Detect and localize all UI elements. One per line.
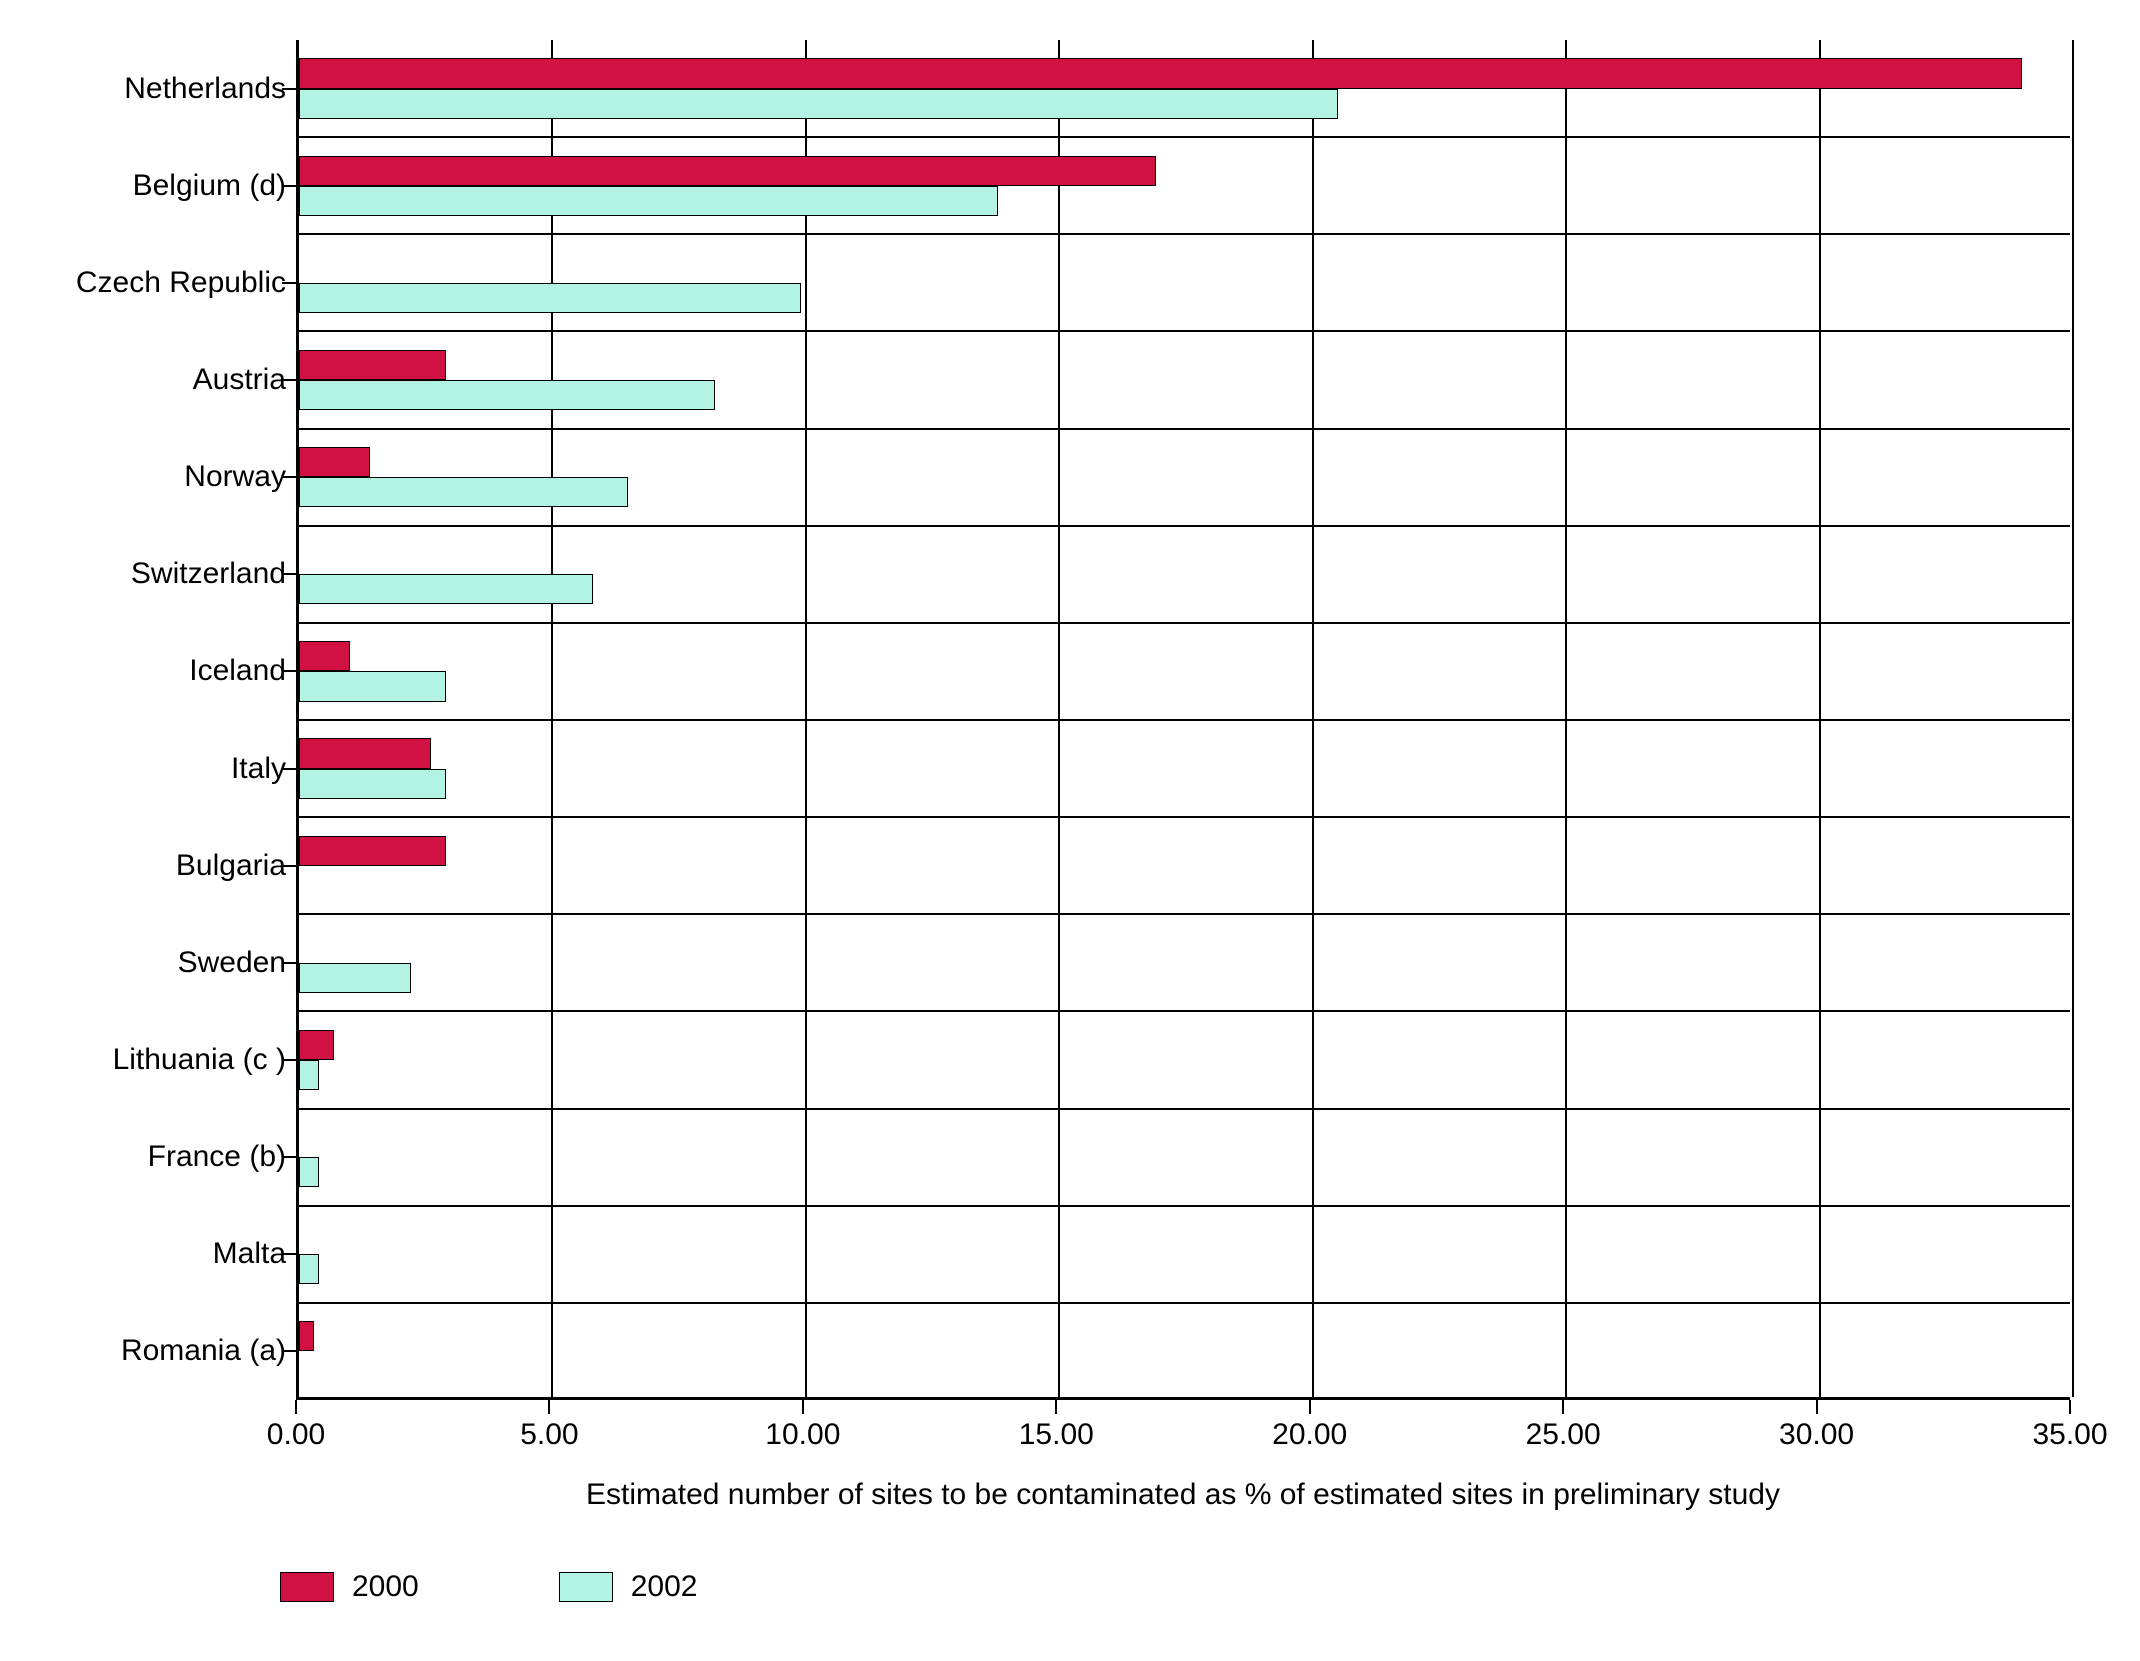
bar-2002 — [299, 1254, 319, 1284]
y-tick-label: Norway — [184, 460, 286, 494]
x-ticks — [296, 1400, 2070, 1414]
x-tick-label: 35.00 — [2032, 1418, 2107, 1452]
x-tick — [1816, 1400, 1818, 1414]
x-axis-title: Estimated number of sites to be contamin… — [296, 1478, 2070, 1512]
legend-label: 2002 — [631, 1570, 698, 1604]
x-tick-label: 15.00 — [1019, 1418, 1094, 1452]
y-tick-label: Bulgaria — [176, 849, 286, 883]
y-tick-label: Netherlands — [124, 72, 286, 106]
bar-2002 — [299, 1060, 319, 1090]
legend-item: 2002 — [559, 1570, 698, 1604]
bar-2000 — [299, 58, 2022, 88]
plot-area — [296, 40, 2070, 1400]
x-tick-label: 30.00 — [1779, 1418, 1854, 1452]
legend-swatch — [559, 1572, 613, 1602]
legend-label: 2000 — [352, 1570, 419, 1604]
bar-2002 — [299, 1157, 319, 1187]
x-tick — [295, 1400, 297, 1414]
y-tick-label: France (b) — [148, 1140, 286, 1174]
x-tick-label: 10.00 — [765, 1418, 840, 1452]
bar-2000 — [299, 836, 446, 866]
y-axis-labels: Netherlands Belgium (d) Czech Republic Aust… — [20, 40, 286, 1400]
x-tick — [1055, 1400, 1057, 1414]
legend: 2000 2002 — [280, 1570, 698, 1604]
bar-2000 — [299, 350, 446, 380]
x-tick — [1562, 1400, 1564, 1414]
y-tick-label: Switzerland — [131, 557, 286, 591]
x-tick — [548, 1400, 550, 1414]
x-tick-label: 20.00 — [1272, 1418, 1347, 1452]
y-tick-label: Lithuania (c ) — [113, 1043, 286, 1077]
x-tick-label: 25.00 — [1526, 1418, 1601, 1452]
x-tick — [802, 1400, 804, 1414]
bar-2002 — [299, 671, 446, 701]
x-tick — [2069, 1400, 2071, 1414]
chart-container: Netherlands Belgium (d) Czech Republic Aust… — [20, 20, 2120, 1640]
y-tick-label: Sweden — [178, 946, 286, 980]
bar-2002 — [299, 477, 628, 507]
x-axis-labels: 0.005.0010.0015.0020.0025.0030.0035.00 — [296, 1414, 2070, 1454]
y-tick-label: Austria — [193, 363, 286, 397]
bar-2002 — [299, 89, 1338, 119]
y-tick-label: Italy — [231, 752, 286, 786]
y-tick-label: Romania (a) — [121, 1334, 286, 1368]
bar-2002 — [299, 574, 593, 604]
x-tick-label: 0.00 — [267, 1418, 325, 1452]
x-tick — [1309, 1400, 1311, 1414]
legend-item: 2000 — [280, 1570, 419, 1604]
bar-2000 — [299, 738, 431, 768]
y-tick-label: Belgium (d) — [133, 169, 286, 203]
bar-2002 — [299, 963, 411, 993]
bars-layer — [299, 40, 2070, 1397]
bar-2000 — [299, 447, 370, 477]
legend-swatch — [280, 1572, 334, 1602]
bar-2000 — [299, 1030, 334, 1060]
x-tick-label: 5.00 — [520, 1418, 578, 1452]
y-tick-label: Iceland — [189, 654, 286, 688]
y-tick-label: Czech Republic — [76, 266, 286, 300]
y-tick-label: Malta — [213, 1237, 286, 1271]
bar-2002 — [299, 186, 998, 216]
bar-2002 — [299, 380, 715, 410]
bar-2002 — [299, 283, 801, 313]
bar-2000 — [299, 156, 1156, 186]
gridline-v — [2072, 40, 2074, 1397]
bar-2000 — [299, 641, 350, 671]
bar-2002 — [299, 769, 446, 799]
bar-2000 — [299, 1321, 314, 1351]
